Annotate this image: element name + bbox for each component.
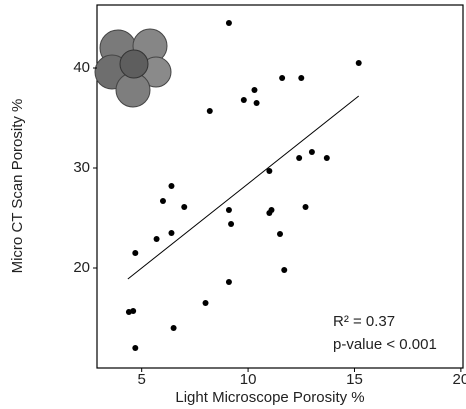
x-tick-label: 5 <box>138 371 146 388</box>
point <box>355 60 362 66</box>
point <box>266 210 273 216</box>
point <box>298 75 305 81</box>
point <box>323 155 330 161</box>
point <box>302 204 309 210</box>
point <box>266 168 273 174</box>
x-tick-label: 15 <box>346 371 363 388</box>
regression-line <box>127 95 360 280</box>
point <box>202 300 209 306</box>
point <box>225 207 232 213</box>
point <box>168 230 175 236</box>
point <box>228 221 235 227</box>
point <box>168 183 175 189</box>
plot-frame <box>96 4 464 369</box>
point <box>251 87 258 93</box>
point <box>153 236 160 242</box>
point <box>277 231 283 237</box>
point <box>206 108 213 114</box>
point <box>132 250 139 256</box>
inset-image <box>94 28 172 108</box>
point <box>279 75 286 81</box>
point <box>296 155 303 161</box>
annotation: R² = 0.37 <box>333 313 395 330</box>
point <box>181 204 188 210</box>
point <box>125 309 132 315</box>
point <box>225 279 232 285</box>
x-tick-label: 10 <box>240 371 257 388</box>
point <box>240 97 247 103</box>
y-tick-label: 40 <box>73 59 90 76</box>
annotation: p-value < 0.001 <box>333 336 437 353</box>
point <box>308 149 315 155</box>
y-axis-title: Micro CT Scan Porosity % <box>9 99 26 274</box>
point <box>225 20 232 26</box>
y-tick-label: 30 <box>73 159 90 176</box>
point <box>132 345 139 351</box>
point <box>253 100 260 106</box>
y-tick-label: 20 <box>73 259 90 276</box>
point <box>170 325 177 331</box>
x-axis-title: Light Microscope Porosity % <box>175 389 364 406</box>
point <box>159 198 166 204</box>
x-tick-label: 20 <box>453 371 466 388</box>
point <box>281 267 288 273</box>
